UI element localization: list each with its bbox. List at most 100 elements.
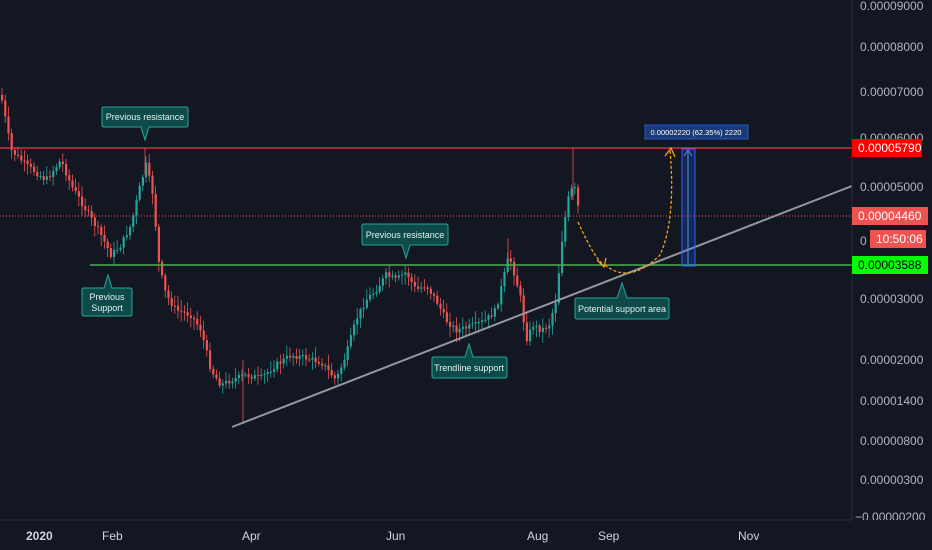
candle-body (180, 310, 183, 312)
candle-body (77, 191, 80, 197)
candle-body (13, 150, 16, 155)
candle-body (375, 292, 378, 294)
candle-body (116, 249, 119, 251)
candle-body (244, 374, 247, 376)
candle-body (209, 350, 212, 369)
candle-body (410, 277, 413, 282)
candle-body (1, 95, 4, 101)
annotation-potential-support-area[interactable]: Potential support area (574, 281, 670, 320)
candle-body (164, 275, 167, 291)
candle-body (68, 175, 71, 181)
time-tick: Sep (598, 529, 620, 543)
candle-body (42, 176, 45, 180)
candle-body (308, 359, 311, 361)
candle-body (218, 378, 221, 386)
candle-body (109, 248, 112, 257)
annotation-previous-support[interactable]: Previous Support (81, 273, 133, 317)
candle-body (455, 325, 458, 333)
candle-body (189, 315, 192, 318)
candle-body (39, 176, 42, 178)
candle-body (129, 227, 132, 236)
candle-body (100, 227, 103, 235)
candle-body (298, 355, 301, 359)
candle-body (87, 210, 90, 212)
annotation-previous-resistance-2[interactable]: Previous resistance (361, 223, 449, 260)
candle-body (525, 322, 528, 342)
candle-body (314, 357, 317, 363)
candle-body (183, 311, 186, 313)
annotation-previous-resistance-1[interactable]: Previous resistance (101, 106, 189, 142)
candle-body (311, 357, 314, 360)
candle-body (167, 290, 170, 299)
price-tick: 0.00002000 (860, 353, 924, 367)
candle-body (343, 360, 346, 368)
callout-text: Trendline support (434, 363, 504, 373)
candle-body (173, 305, 176, 307)
candle-body (49, 176, 52, 178)
price-tick: 0.00003000 (860, 292, 924, 306)
measure-tool[interactable]: 0.00002220 (62.35%) 2220 (644, 124, 749, 267)
candle-body (199, 324, 202, 331)
candle-body (471, 323, 474, 325)
candle-body (465, 326, 468, 329)
candle-body (292, 356, 295, 358)
candle-body (551, 313, 554, 326)
callout-text-line-1: Previous (89, 292, 125, 302)
annotation-trendline-support[interactable]: Trendline support (431, 342, 508, 379)
time-tick: Aug (527, 529, 548, 543)
candle-body (362, 307, 365, 310)
candle-body (577, 187, 580, 206)
candle-body (33, 166, 36, 172)
candle-body (481, 320, 484, 322)
candle-body (84, 206, 87, 211)
candle-body (231, 381, 234, 384)
candle-body (369, 294, 372, 300)
candle-body (346, 346, 349, 360)
price-axis[interactable]: 0.00009000 0.00008000 0.00007000 0.00006… (851, 0, 932, 524)
callout-shape (101, 106, 189, 142)
measure-label-box (644, 124, 749, 140)
candle-body (58, 161, 61, 168)
candle-body (564, 217, 567, 242)
candle-body (349, 335, 352, 347)
candle-body (237, 374, 240, 378)
candle-body (381, 278, 384, 286)
candle-body (81, 196, 84, 207)
callout-shape (431, 342, 508, 379)
candle-body (426, 287, 429, 289)
candle-body (557, 273, 560, 303)
candle-body (433, 293, 436, 296)
callout-shape (361, 223, 449, 260)
candle-body (356, 318, 359, 325)
time-axis[interactable]: 2020 Feb Apr Jun Aug Sep Nov (0, 519, 932, 550)
candle-body (404, 272, 407, 275)
candle-body (445, 312, 448, 322)
rising-trendline[interactable] (231, 185, 853, 428)
candle-body (305, 355, 308, 360)
candle-body (26, 160, 29, 164)
support-price-tag-bg (852, 256, 928, 274)
last-price-tag: 0.00004460 (858, 209, 922, 223)
candle-body (135, 199, 138, 216)
candle-body (385, 272, 388, 279)
price-tick: 0.00005000 (860, 180, 924, 194)
candle-body (490, 315, 493, 317)
candle-body (221, 383, 224, 386)
candle-body (45, 176, 48, 180)
candle-body (365, 299, 368, 308)
candle-body (263, 374, 266, 376)
countdown-tag-bg (870, 230, 926, 248)
candle-body (215, 374, 218, 379)
projection-path[interactable] (577, 146, 676, 274)
time-tick: Jun (386, 529, 405, 543)
candle-body (212, 368, 215, 375)
measure-arrow-head (683, 149, 693, 157)
time-tick: Nov (738, 529, 759, 543)
candle-body (487, 315, 490, 320)
candle-body (138, 185, 141, 200)
candle-body (289, 355, 292, 358)
candle-body (29, 163, 32, 167)
candle-body (247, 374, 250, 377)
candle-body (119, 247, 122, 250)
